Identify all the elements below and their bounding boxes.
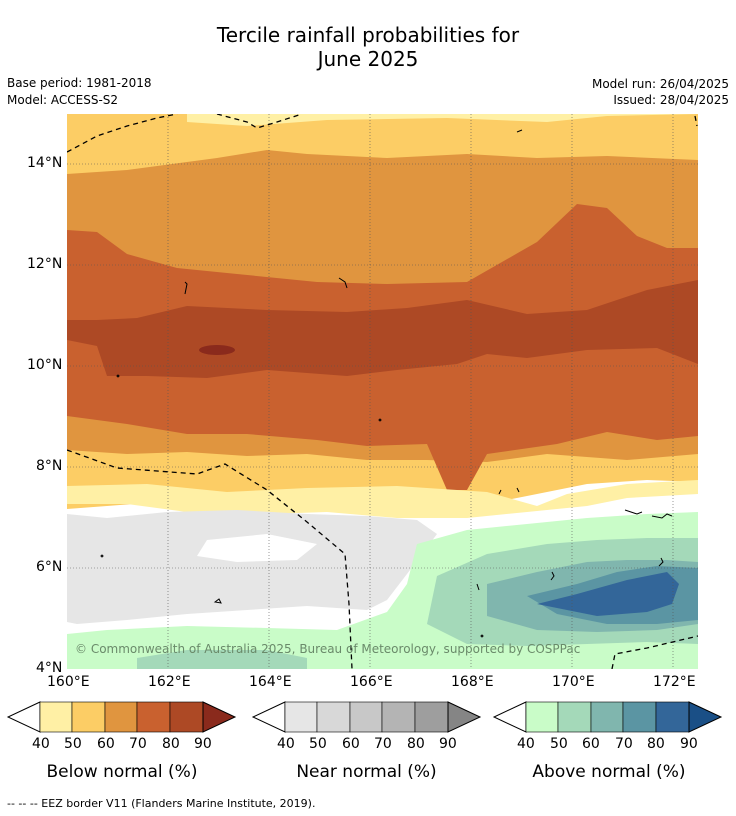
model-run-label: Model run: 26/04/2025 <box>591 77 729 91</box>
band-near-white-hole <box>197 534 317 562</box>
band-above-80 <box>537 572 679 616</box>
lon-tick-168: 168°E <box>451 674 494 690</box>
issued-label: Issued: 28/04/2025 <box>613 93 729 107</box>
cb-near-tick: 80 <box>407 736 425 752</box>
cb-above-tick: 50 <box>550 736 568 752</box>
lat-tick-6: 6°N <box>36 559 63 575</box>
cb-below-tick: 80 <box>162 736 180 752</box>
cb-below-tick: 40 <box>32 736 50 752</box>
gridlines <box>67 114 698 669</box>
chart-title-line2: June 2025 <box>317 47 419 71</box>
colorbar-near-title: Near normal (%) <box>296 762 437 782</box>
colorbars <box>6 701 723 733</box>
copyright-text: © Commonwealth of Australia 2025, Bureau… <box>75 642 580 656</box>
lon-tick-166: 166°E <box>350 674 393 690</box>
lat-tick-10: 10°N <box>27 357 63 373</box>
colorbar-below <box>6 701 237 733</box>
model-label: Model: ACCESS-S2 <box>7 93 119 107</box>
chart-title-line1: Tercile rainfall probabilities for <box>216 23 520 47</box>
lon-tick-170: 170°E <box>552 674 595 690</box>
cb-below-tick: 90 <box>194 736 212 752</box>
lat-tick-14: 14°N <box>27 155 63 171</box>
colorbar-above <box>492 701 723 733</box>
band-below-40-south <box>67 480 698 518</box>
islands <box>100 129 673 638</box>
lon-tick-162: 162°E <box>148 674 191 690</box>
lat-tick-12: 12°N <box>27 256 63 272</box>
eez-border-lines <box>67 114 698 669</box>
colorbar-above-title: Above normal (%) <box>532 762 686 782</box>
cb-above-tick: 60 <box>582 736 600 752</box>
colorbar-below-title: Below normal (%) <box>46 762 198 782</box>
band-below-40-top <box>67 114 698 126</box>
lon-tick-164: 164°E <box>249 674 292 690</box>
band-below-90 <box>199 345 235 355</box>
cb-below-tick: 50 <box>64 736 82 752</box>
cb-above-tick: 90 <box>680 736 698 752</box>
cb-above-tick: 80 <box>647 736 665 752</box>
eez-footnote: -- -- -- EEZ border V11 (Flanders Marine… <box>7 797 316 810</box>
cb-near-tick: 90 <box>439 736 457 752</box>
lon-tick-160: 160°E <box>47 674 90 690</box>
cb-above-tick: 70 <box>615 736 633 752</box>
band-near-40 <box>67 510 437 624</box>
lat-tick-4: 4°N <box>36 660 63 676</box>
cb-above-tick: 40 <box>517 736 535 752</box>
colorbar-near <box>251 701 482 733</box>
cb-near-tick: 50 <box>309 736 327 752</box>
lon-tick-172: 172°E <box>653 674 696 690</box>
cb-below-tick: 60 <box>97 736 115 752</box>
cb-near-tick: 70 <box>374 736 392 752</box>
cb-below-tick: 70 <box>129 736 147 752</box>
probability-map: © Commonwealth of Australia 2025, Bureau… <box>67 114 698 669</box>
lat-tick-8: 8°N <box>36 458 63 474</box>
cb-near-tick: 40 <box>277 736 295 752</box>
cb-near-tick: 60 <box>342 736 360 752</box>
base-period-label: Base period: 1981-2018 <box>7 76 152 90</box>
